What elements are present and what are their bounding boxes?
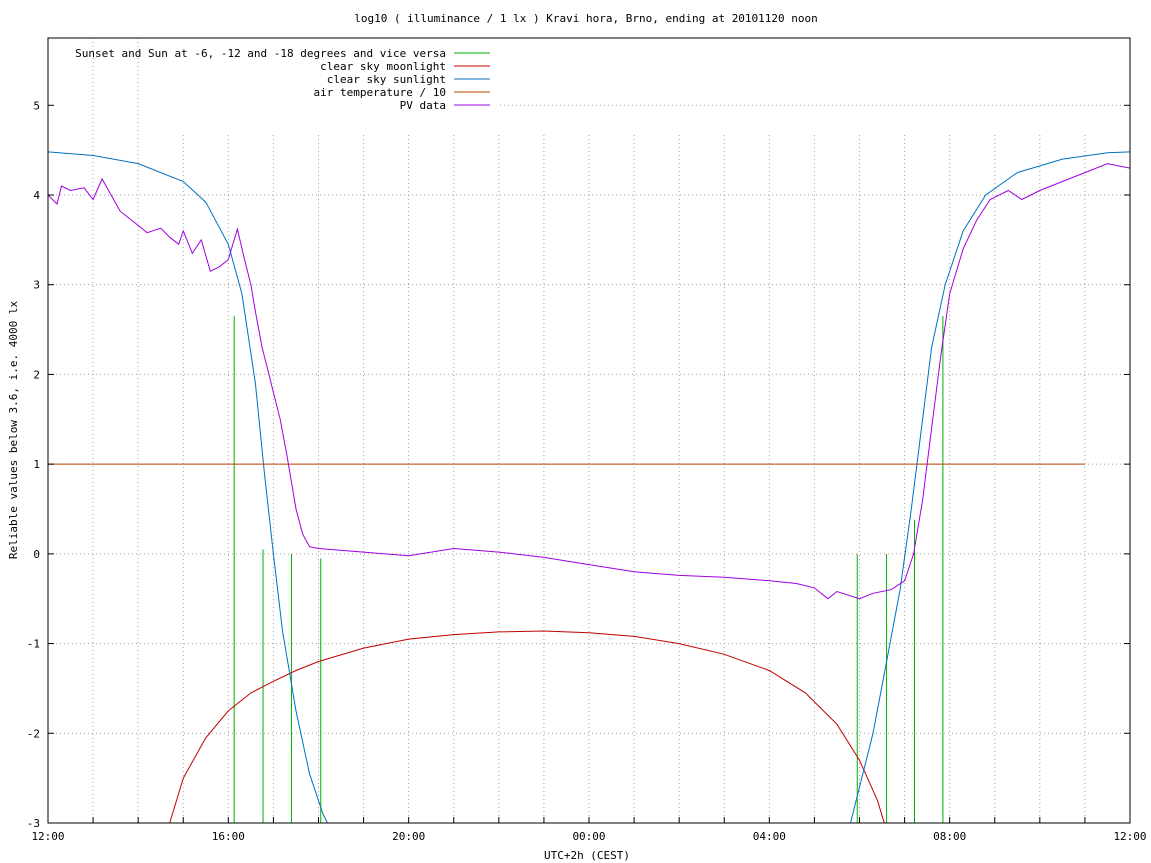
y-tick-label: 4 [33,189,40,202]
chart-title: log10 ( illuminance / 1 lx ) Kravi hora,… [354,12,818,25]
y-tick-label: -1 [27,638,40,651]
y-tick-label: 3 [33,279,40,292]
series-pv-data-line [48,163,1130,600]
legend: Sunset and Sun at -6, -12 and -18 degree… [75,47,490,112]
series-layer [48,151,1130,823]
legend-label: clear sky sunlight [327,73,446,86]
y-axis-label: Reliable values below 3.6, i.e. 4000 lx [7,300,20,559]
legend-label: air temperature / 10 [314,86,446,99]
y-tick-label: -3 [27,817,40,830]
y-tick-label: 1 [33,458,40,471]
x-tick-label: 20:00 [392,830,425,843]
legend-label: Sunset and Sun at -6, -12 and -18 degree… [75,47,446,60]
legend-label: clear sky moonlight [320,60,446,73]
legend-label: PV data [400,99,446,112]
x-tick-label: 12:00 [1113,830,1146,843]
x-tick-label: 08:00 [933,830,966,843]
x-tick-label: 00:00 [572,830,605,843]
series-clear-sky-moonlight-line [169,630,885,823]
series-clear-sky-sunlight-line [48,151,328,823]
grid-layer [48,38,1130,823]
x-axis-label: UTC+2h (CEST) [544,849,630,862]
y-tick-label: -2 [27,727,40,740]
x-tick-label: 04:00 [753,830,786,843]
y-tick-label: 0 [33,548,40,561]
x-tick-label: 16:00 [212,830,245,843]
y-tick-label: 5 [33,99,40,112]
series-clear-sky-sunlight-line-b [850,151,1130,823]
ticks-layer: -3 -2 -1 0 1 2 3 4 5 12:00 16:00 20:00 00:00 04:00 08:… [27,99,1147,843]
y-tick-label: 2 [33,368,40,381]
x-tick-label: 12:00 [31,830,64,843]
